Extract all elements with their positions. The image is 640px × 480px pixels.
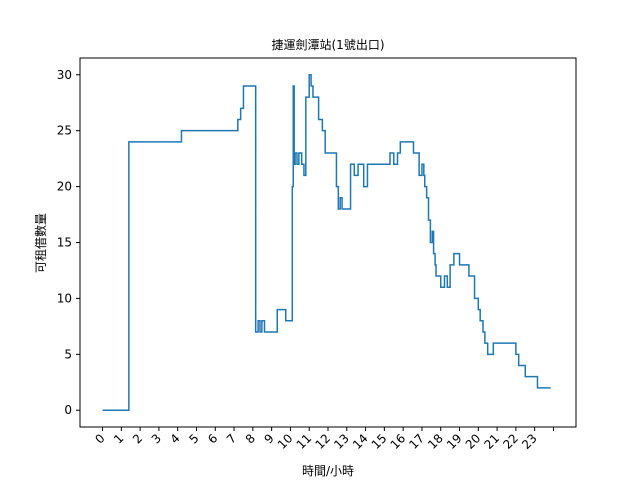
axes-frame <box>79 57 577 428</box>
series-line-0 <box>102 74 551 411</box>
y-axis-ticks: 0 5 10 15 20 25 30 <box>57 68 80 417</box>
y-tick-label: 0 <box>64 403 72 417</box>
y-tick-label: 15 <box>57 236 72 250</box>
y-tick-label: 25 <box>57 124 72 138</box>
y-axis-title: 可租借數量 <box>34 213 48 273</box>
y-tick-label: 30 <box>57 68 72 82</box>
chart-title: 捷運劍潭站(1號出口) <box>272 37 385 52</box>
y-tick-label: 10 <box>57 291 72 305</box>
y-tick-label: 5 <box>64 347 72 361</box>
x-axis-title: 時間/小時 <box>302 464 354 478</box>
y-tick-label: 20 <box>57 180 72 194</box>
plot-area <box>102 74 551 411</box>
